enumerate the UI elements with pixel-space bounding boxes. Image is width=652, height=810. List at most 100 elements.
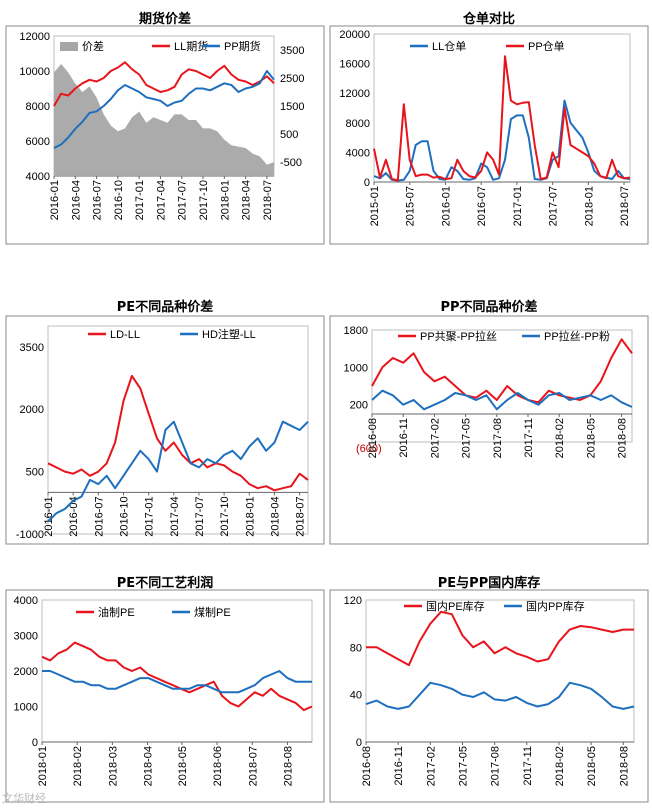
x-tick-label: 2018-07 [262, 180, 274, 220]
chart-svg: 0 4000 8000 12000 16000 20000 2015-01 2015-07 20… [329, 25, 649, 245]
chart-svg: 4000 6000 8000 10000 12000 -500 500 1500 2500 350… [5, 25, 325, 245]
plot-area [47, 325, 309, 535]
y-tick-label: 4000 [346, 147, 370, 159]
x-tick-label: 2017-07 [194, 496, 206, 536]
legend-label: 国内PP库存 [526, 599, 585, 613]
x-tick-label: 2018-01 [37, 746, 49, 786]
legend-label: 价差 [82, 39, 104, 53]
legend-label: PP期货 [224, 39, 261, 53]
x-tick-label: 2016-07 [93, 496, 105, 536]
y-tick-label: 2000 [14, 666, 38, 678]
y-tick-label: 40 [350, 690, 362, 702]
x-tick-label: 2016-10 [118, 496, 130, 536]
x-tick-label: 2017-02 [425, 746, 437, 786]
x-tick-label: 2018-01 [583, 186, 595, 226]
x-tick-label: 2018-01 [244, 496, 256, 536]
watermark: 文华财经 [2, 792, 46, 805]
y-tick-label: 6000 [26, 136, 50, 148]
legend-label: LD-LL [110, 329, 140, 341]
y-tick-label: 12000 [339, 88, 370, 100]
x-tick-label: 2018-06 [212, 746, 224, 786]
chart-title: 期货价差 [138, 12, 191, 27]
chart-panel-pe-process-profit: PE不同工艺利润 0 1000 2000 3000 4000 2018-01 2018-02… [4, 568, 326, 808]
x-tick-label: 2017-02 [429, 418, 441, 458]
series-area-价差 [54, 64, 274, 176]
x-tick-label: 2016-04 [70, 180, 82, 220]
chart-frame [329, 315, 649, 545]
series-line-PP仓单 [373, 55, 631, 182]
y2-tick-label: 3500 [280, 45, 304, 57]
legend-label: PP拉丝-PP粉 [544, 329, 610, 343]
x-tick-label: 2017-01 [144, 496, 156, 536]
x-tick-label: 2017-04 [169, 496, 181, 536]
y2-tick-label: 500 [280, 129, 298, 141]
chart-title: PE不同工艺利润 [116, 576, 214, 591]
chart-panel-pp-variety-spread: PP不同品种价差 (600) 200 1000 1800 2016-08 2016-11 2… [328, 294, 650, 548]
y-tick-label: -1000 [16, 529, 44, 541]
chart-frame [5, 589, 325, 803]
legend-label: LL期货 [174, 39, 208, 53]
legend-label: 油制PE [98, 605, 135, 619]
x-tick-label: 2016-11 [393, 746, 405, 786]
y-tick-label: 200 [350, 400, 368, 412]
y-tick-label: 120 [344, 595, 362, 607]
chart-title: PE与PP国内库存 [437, 576, 541, 591]
y-tick-label: 1000 [344, 362, 368, 374]
series-line-LD-LL [47, 374, 309, 492]
x-tick-label: 2017-04 [155, 180, 167, 220]
x-tick-label: 2016-04 [68, 496, 80, 536]
x-tick-label: 2017-07 [177, 180, 189, 220]
series-line-LL期货 [53, 61, 275, 107]
x-tick-label: 2016-08 [367, 418, 379, 458]
y-tick-label: 4000 [14, 595, 38, 607]
chart-title: PE不同品种价差 [116, 300, 214, 315]
y-tick-label: 12000 [19, 31, 50, 43]
y-tick-label: 3500 [20, 342, 44, 354]
y-tick-label: 20000 [339, 29, 370, 41]
series-line-煤制PE [42, 670, 312, 694]
x-tick-label: 2016-01 [49, 180, 61, 220]
chart-frame [5, 25, 325, 245]
legend-label: 煤制PE [194, 606, 231, 619]
chart-panel-domestic-inventory: PE与PP国内库存 0 40 80 120 2016-08 2016-11 2017-02 2… [328, 568, 650, 808]
x-tick-label: 2017-08 [490, 746, 502, 786]
legend-label: LL仓单 [432, 39, 466, 53]
x-tick-label: 2016-01 [43, 496, 55, 536]
x-tick-label: 2017-07 [548, 186, 560, 226]
series-line-油制PE [41, 641, 313, 712]
x-tick-label: 2017-05 [461, 418, 473, 458]
legend-swatch [60, 42, 78, 51]
x-tick-label: 2016-11 [398, 418, 410, 458]
y-tick-label: 500 [26, 467, 44, 479]
y-tick-label: 4000 [26, 171, 50, 183]
series-line-LL仓单 [373, 99, 631, 182]
y-tick-label: 0 [32, 737, 38, 749]
series-line-PP拉丝-PP粉 [371, 389, 633, 411]
x-tick-label: 2018-04 [269, 496, 281, 536]
chart-title: 仓单对比 [462, 12, 515, 27]
x-tick-label: 2018-08 [618, 746, 630, 786]
x-tick-label: 2018-07 [295, 496, 307, 536]
chart-panel-futures-spread: 期货价差 4000 6000 8000 10000 12000 -500 500 1500 25… [4, 2, 326, 250]
y-tick-label: (600) [356, 443, 382, 455]
plot-area [365, 599, 635, 743]
y2-tick-label: -500 [280, 157, 302, 169]
y-tick-label: 80 [350, 642, 362, 654]
y-tick-label: 3000 [14, 631, 38, 643]
y-tick-label: 2000 [20, 404, 44, 416]
chart-frame [5, 315, 325, 545]
chart-svg: (600) 200 1000 1800 2016-08 2016-11 2017-02 201… [329, 315, 649, 545]
chart-panel-warehouse-receipts: 仓单对比 0 4000 8000 12000 16000 20000 2015-01 2015… [328, 2, 650, 250]
x-tick-label: 2017-08 [492, 418, 504, 458]
x-tick-label: 2018-07 [247, 746, 259, 786]
x-tick-label: 2016-10 [113, 180, 125, 220]
x-tick-label: 2018-05 [586, 746, 598, 786]
chart-svg: -1000 500 2000 3500 2016-01 2016-04 2016-07 201… [5, 315, 325, 545]
x-tick-label: 2018-02 [554, 746, 566, 786]
x-tick-label: 2017-01 [512, 186, 524, 226]
x-tick-label: 2017-10 [219, 496, 231, 536]
y-tick-label: 1800 [344, 325, 368, 337]
chart-svg: 0 1000 2000 3000 4000 2018-01 2018-02 2018-03 20… [5, 589, 325, 803]
y2-tick-label: 2500 [280, 73, 304, 85]
x-tick-label: 2017-11 [523, 418, 535, 458]
